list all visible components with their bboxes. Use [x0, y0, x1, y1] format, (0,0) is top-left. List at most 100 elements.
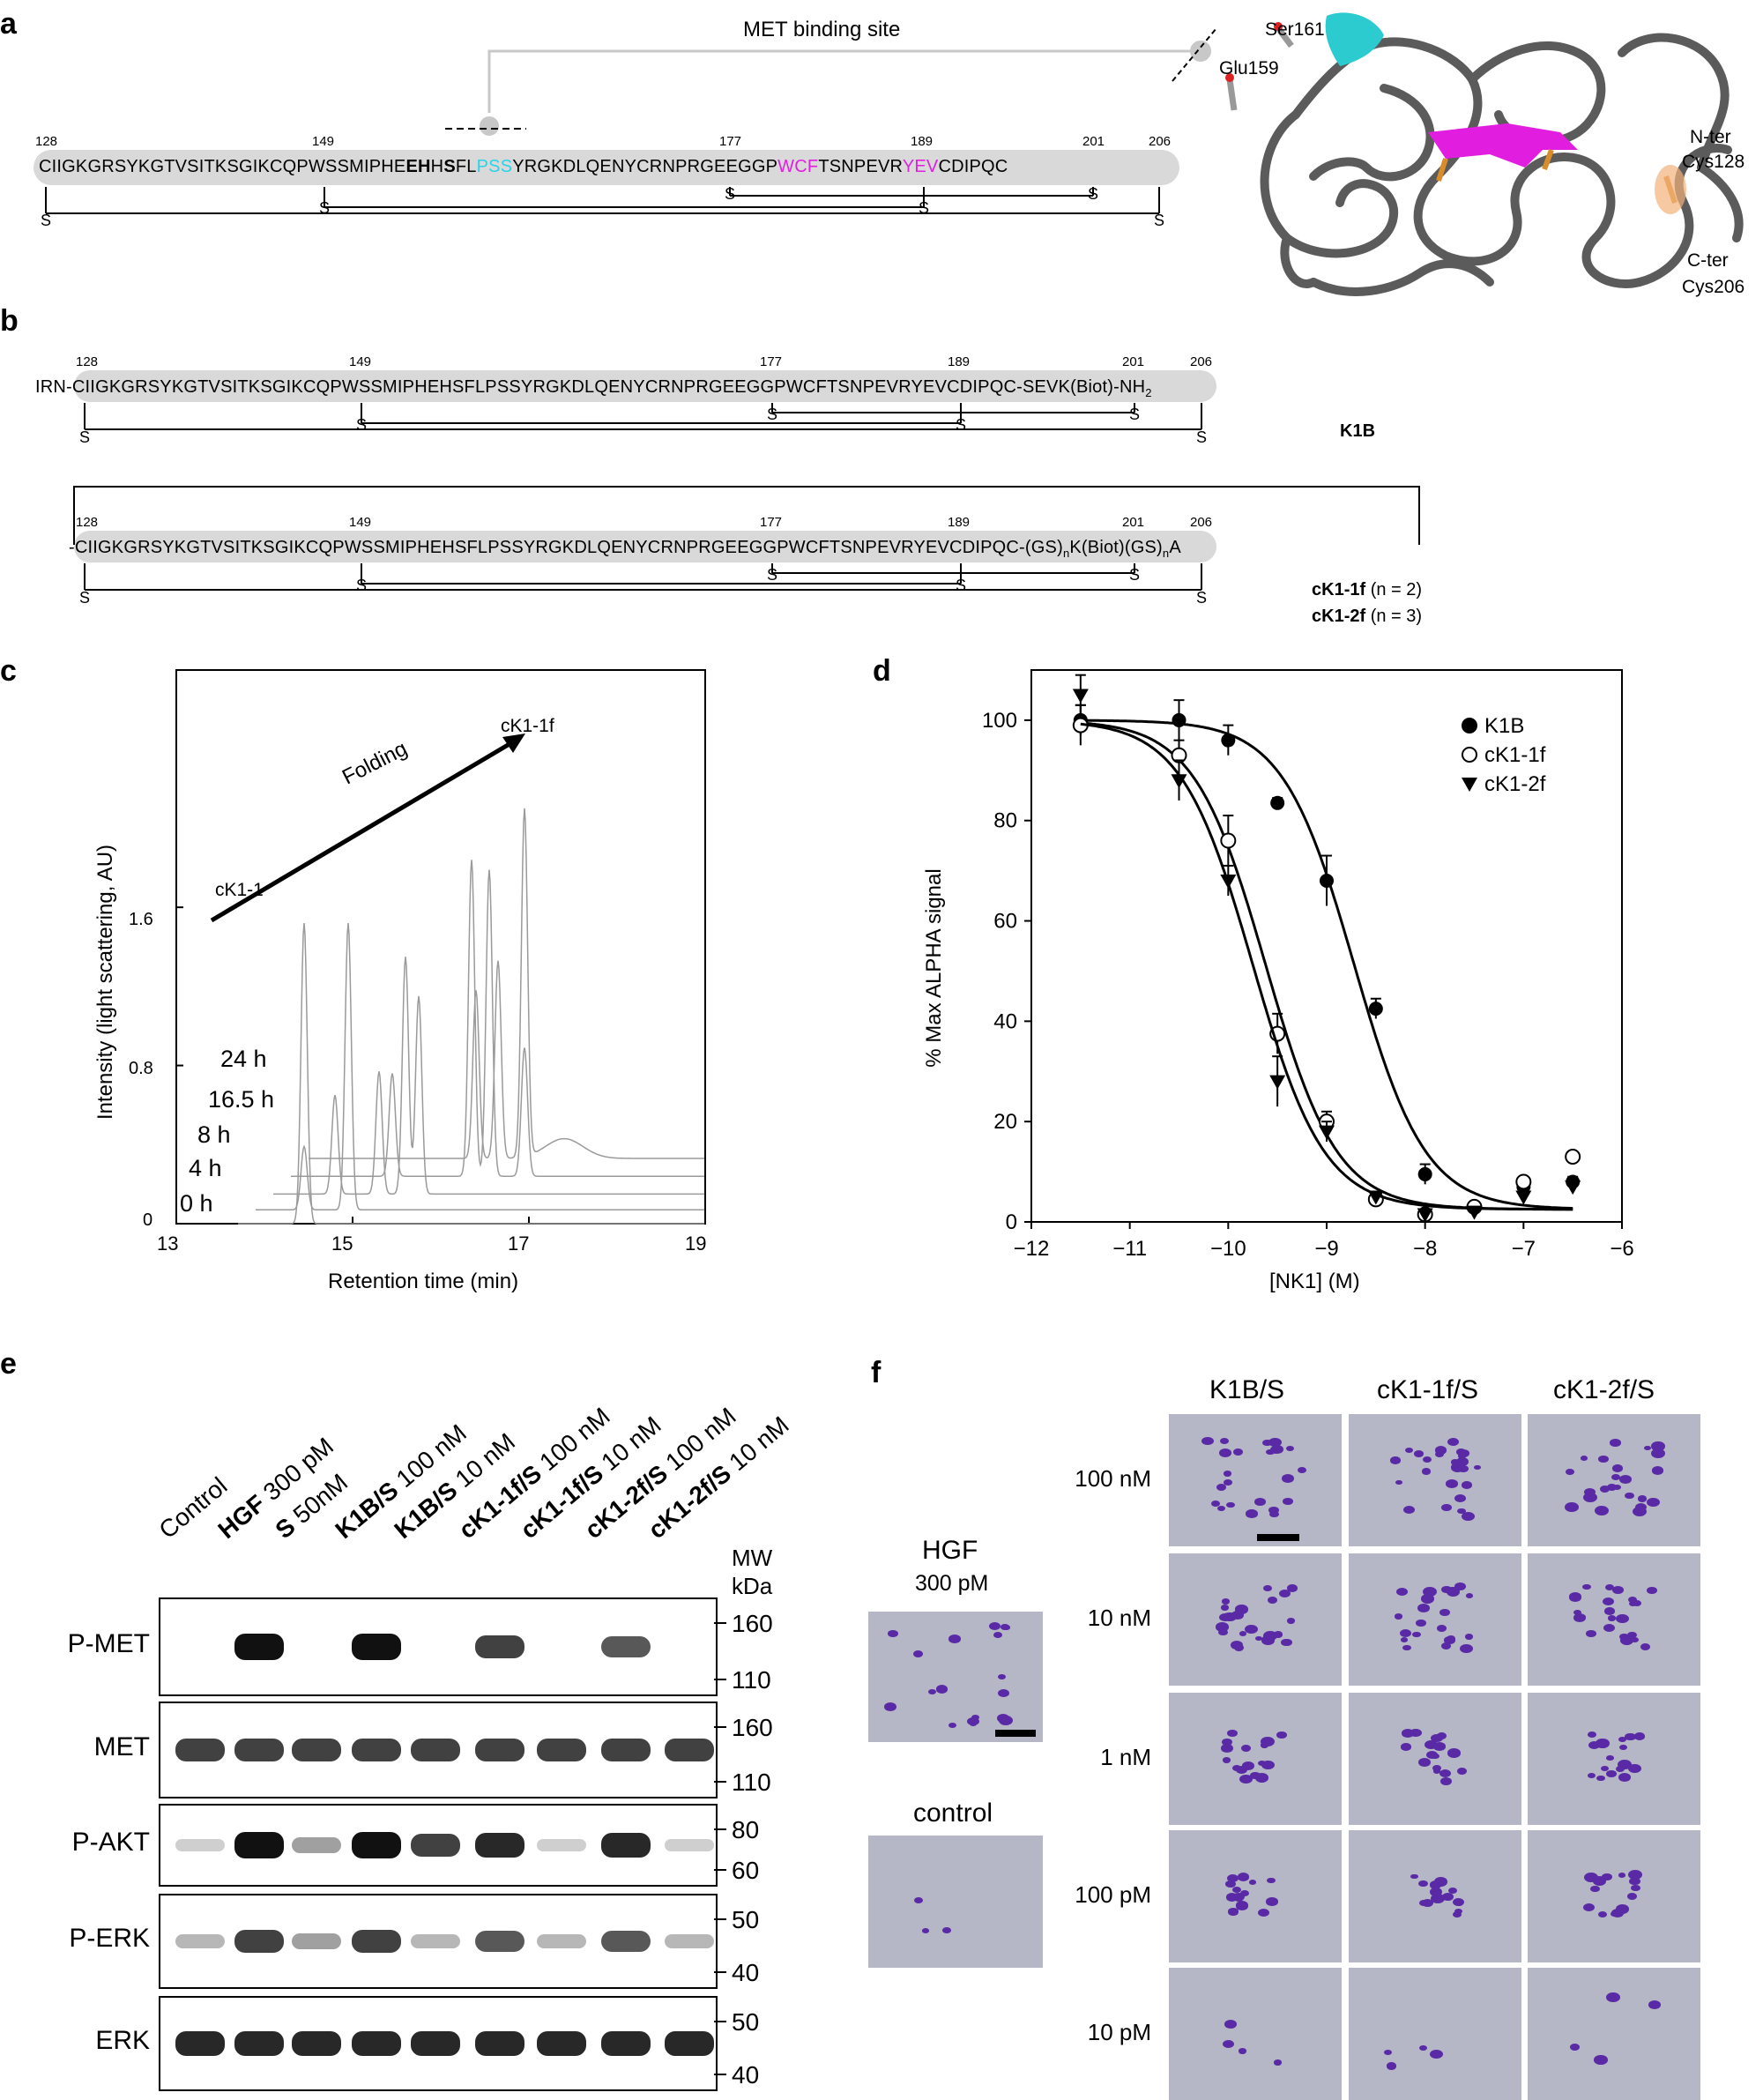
y-tick-label: 20 — [993, 1110, 1017, 1134]
cell — [1437, 1624, 1447, 1632]
cell — [1577, 1613, 1586, 1620]
cell — [1216, 1484, 1227, 1492]
trace-label-8h: 8 h — [197, 1121, 231, 1148]
ck1-1f-name: cK1-1f (n = 2) — [1312, 580, 1423, 599]
cell — [1399, 1629, 1411, 1638]
cell — [1643, 1445, 1651, 1451]
k1b-sequence: IRN-CIIGKGRSYKGTVSITKSGIKCQPWSSMIPHEHSFL… — [35, 377, 1152, 399]
ck1-1f-label: cK1-1f — [501, 716, 554, 736]
point-cK1-2f — [1367, 1190, 1384, 1205]
mw-tick — [714, 1828, 726, 1830]
cell — [969, 1721, 977, 1727]
band — [411, 2031, 460, 2056]
mw-tick — [714, 1869, 726, 1871]
cell — [1596, 1775, 1606, 1782]
cell — [883, 1702, 896, 1711]
s-label: S — [79, 428, 91, 446]
point-K1B — [1368, 1002, 1383, 1016]
c-xtick: 17 — [508, 1232, 530, 1255]
cell-image — [1169, 1830, 1342, 1962]
c-xtick: 19 — [685, 1232, 707, 1255]
cell — [1201, 1436, 1214, 1446]
row-label: 10 nM — [1087, 1605, 1151, 1631]
resnum-189: 189 — [911, 134, 934, 149]
control-image — [868, 1836, 1043, 1968]
c-ylabel: Intensity (light scattering, AU) — [93, 844, 117, 1121]
cell — [1235, 1901, 1249, 1910]
panel-a-sequence: CIIGKGRSYKGTVSITKSGIKCQPWSSMIPHEEHHSFLPS… — [39, 157, 1008, 176]
point-K1B — [1417, 1166, 1432, 1181]
cell — [1611, 1464, 1624, 1472]
cell — [1440, 1777, 1452, 1786]
hgf-image — [868, 1612, 1043, 1742]
x-tick-label: −8 — [1413, 1237, 1437, 1261]
cell — [1608, 1615, 1617, 1621]
cell — [1235, 1605, 1248, 1614]
cell — [1462, 1511, 1475, 1521]
resnum-128: 128 — [76, 354, 99, 369]
resnum-177: 177 — [760, 515, 783, 530]
band — [352, 1930, 401, 1953]
trace-165h — [291, 860, 704, 1177]
band — [601, 1739, 651, 1761]
cell — [1431, 1754, 1439, 1760]
trace-24h — [309, 808, 704, 1159]
s-label: S — [1129, 566, 1141, 584]
s-label: S — [956, 577, 967, 594]
s-label: S — [41, 212, 52, 229]
cell — [1281, 1474, 1295, 1484]
cell — [1464, 1633, 1474, 1640]
cell — [1618, 1633, 1629, 1641]
x-tick-label: −7 — [1512, 1237, 1536, 1261]
cell — [1588, 1731, 1597, 1738]
resnum-206: 206 — [1149, 134, 1172, 149]
cell — [1604, 1583, 1614, 1590]
cell — [1219, 1448, 1232, 1457]
cell — [1581, 1583, 1591, 1590]
cell — [1442, 1892, 1454, 1901]
panel-a-svg — [33, 26, 1216, 214]
band — [475, 2031, 524, 2056]
cell — [1583, 1873, 1598, 1883]
cell — [1454, 1582, 1466, 1591]
band — [292, 1933, 341, 1949]
band — [234, 1832, 284, 1858]
cell-image — [1349, 1414, 1521, 1546]
cell — [1616, 1766, 1625, 1773]
cell — [1619, 1635, 1634, 1645]
trace-8h — [273, 957, 704, 1195]
cell — [1446, 1635, 1455, 1642]
met-binding-site-label: MET binding site — [743, 18, 901, 41]
band — [665, 1739, 714, 1761]
band — [537, 2031, 586, 2056]
legend-k1b: K1B — [1484, 714, 1525, 738]
cell — [1582, 1903, 1595, 1912]
cell — [1266, 1897, 1278, 1906]
band — [175, 1839, 225, 1851]
mw-label: 40 — [732, 1959, 760, 1986]
cell — [988, 1622, 1001, 1631]
y-tick-label: 60 — [993, 910, 1017, 934]
blot-label: P-ERK — [69, 1924, 150, 1953]
band — [537, 1839, 586, 1851]
panel-b-letter: b — [0, 304, 19, 338]
ck1-sequence: -CIIGKGRSYKGTVSITKSGIKCQPWSSMIPHEHSFLPSS… — [69, 538, 1181, 560]
cell — [1263, 1584, 1273, 1591]
band — [601, 1636, 651, 1657]
cell — [1416, 1620, 1426, 1627]
c-xtick: 15 — [331, 1232, 353, 1255]
y-tick-label: 0 — [1006, 1210, 1017, 1234]
col-header-ck1-2f: cK1-2f/S — [1553, 1375, 1655, 1404]
point-cK1-2f — [1565, 1180, 1581, 1195]
cell — [1598, 1455, 1610, 1463]
cell — [1612, 1484, 1621, 1490]
band — [475, 1833, 524, 1858]
band — [665, 2031, 714, 2056]
resnum-177: 177 — [760, 354, 783, 369]
band — [411, 1934, 460, 1948]
point-cK1-2f — [1072, 689, 1089, 704]
cell — [1267, 1597, 1278, 1605]
point-cK1-1f — [1220, 832, 1237, 849]
band — [601, 2031, 651, 2056]
cter-label: C-ter — [1687, 250, 1729, 271]
